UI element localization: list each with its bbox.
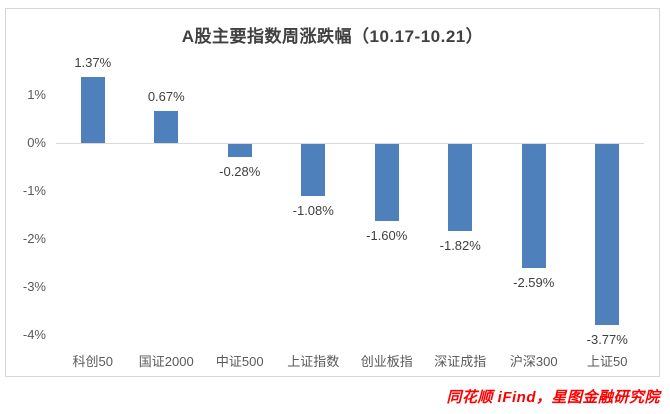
x-axis-category-label: 中证500 — [215, 354, 264, 369]
bar-中证500 — [227, 144, 252, 157]
bar-上证指数 — [301, 144, 326, 196]
bar-科创50 — [80, 77, 105, 143]
x-axis-category-label: 沪深300 — [509, 354, 558, 369]
zero-axis-line — [56, 143, 644, 144]
bar-上证50 — [595, 144, 620, 325]
data-label-国证2000: 0.67% — [147, 89, 185, 104]
x-axis-category-label: 上证50 — [587, 354, 628, 369]
y-axis-tick-label: -1% — [22, 183, 46, 198]
bar-深证成指 — [448, 144, 473, 231]
bar-国证2000 — [154, 111, 179, 143]
bar-创业板指 — [374, 144, 399, 221]
data-label-中证500: -0.28% — [219, 164, 261, 179]
x-axis-category-label: 国证2000 — [138, 354, 194, 369]
source-attribution: 同花顺 iFind，星图金融研究院 — [446, 389, 660, 406]
data-label-上证指数: -1.08% — [292, 203, 334, 218]
data-label-科创50: 1.37% — [74, 55, 112, 70]
data-label-深证成指: -1.82% — [439, 238, 481, 253]
y-axis-tick-label: 1% — [27, 87, 46, 102]
y-axis-tick-label: -2% — [22, 231, 46, 246]
chart-title: A股主要指数周涨跌幅（10.17-10.21） — [181, 27, 484, 46]
y-axis-tick-label: -4% — [22, 327, 46, 342]
data-label-上证50: -3.77% — [586, 332, 628, 347]
x-axis-category-label: 上证指数 — [287, 354, 340, 369]
x-axis-category-label: 科创50 — [72, 354, 113, 369]
chart-area: A股主要指数周涨跌幅（10.17-10.21） 1% 0% -1% -2% -3% -4%… — [5, 8, 660, 377]
data-label-沪深300: -2.59% — [513, 275, 555, 290]
y-axis-tick-label: 0% — [27, 135, 46, 150]
data-label-创业板指: -1.60% — [366, 228, 408, 243]
x-axis-category-label: 深证成指 — [434, 354, 487, 369]
bar-沪深300 — [521, 144, 546, 268]
y-axis-tick-label: -3% — [22, 279, 46, 294]
x-axis-category-label: 创业板指 — [360, 354, 413, 369]
